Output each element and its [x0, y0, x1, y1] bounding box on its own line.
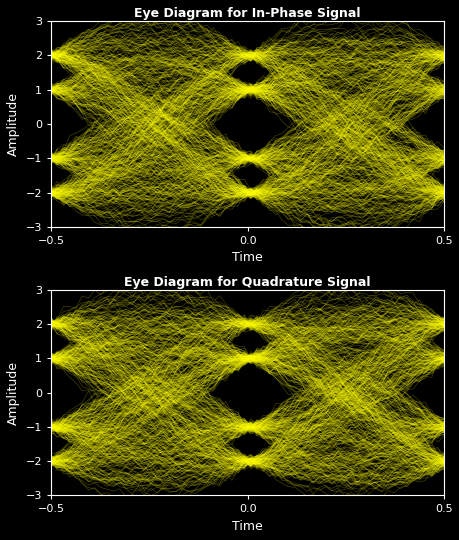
- Title: Eye Diagram for In-Phase Signal: Eye Diagram for In-Phase Signal: [134, 7, 360, 20]
- X-axis label: Time: Time: [232, 252, 263, 265]
- Title: Eye Diagram for Quadrature Signal: Eye Diagram for Quadrature Signal: [124, 275, 370, 288]
- X-axis label: Time: Time: [232, 520, 263, 533]
- Y-axis label: Amplitude: Amplitude: [7, 92, 20, 156]
- Y-axis label: Amplitude: Amplitude: [7, 361, 20, 424]
